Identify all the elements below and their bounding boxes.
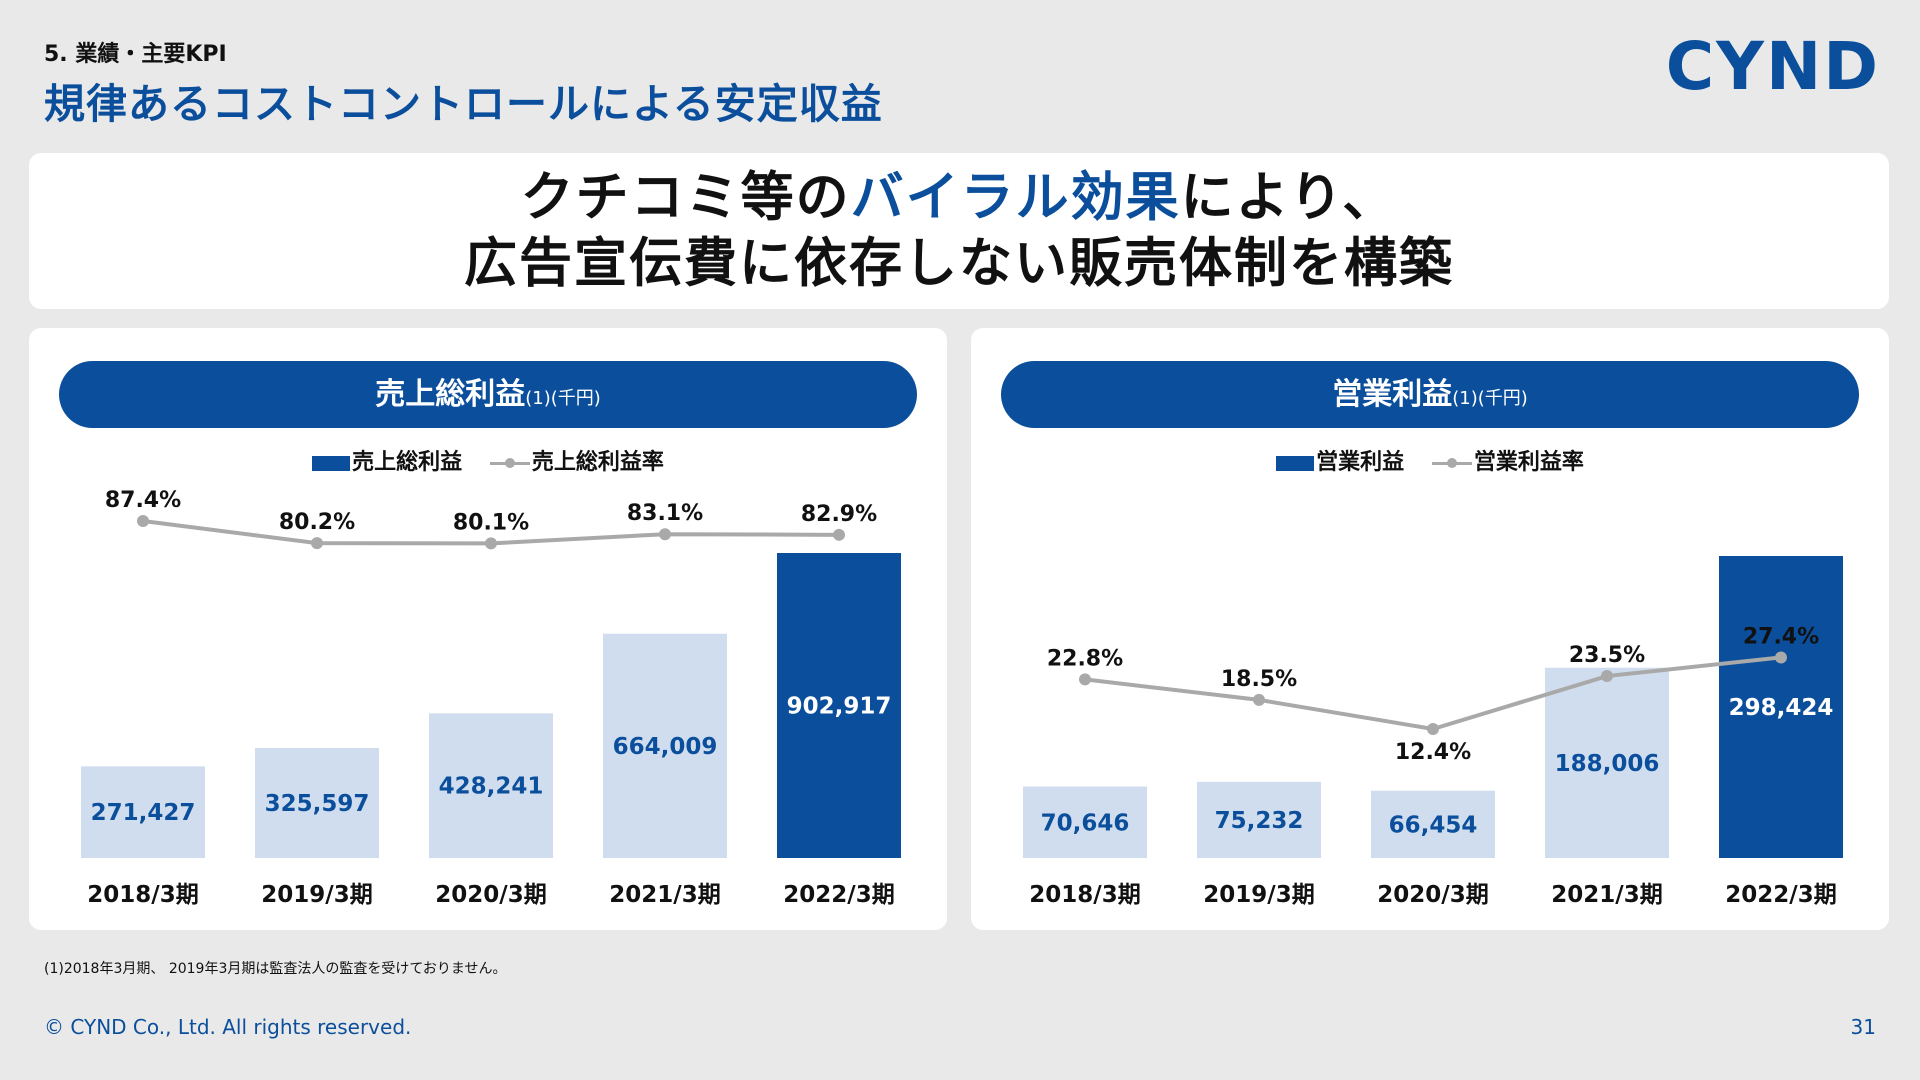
legend-bar-swatch: [312, 455, 351, 471]
page-title: 規律あるコストコントロールによる安定収益: [44, 80, 883, 128]
gross-profit-title-pill: 売上総利益(1)(千円): [59, 361, 917, 428]
legend-line-swatch: [1431, 455, 1472, 471]
legend-bar-label: 売上総利益: [352, 450, 463, 475]
chart-title: 売上総利益: [375, 377, 526, 412]
rate-label: 12.4%: [1395, 740, 1471, 765]
legend-bar-item: 営業利益: [1276, 444, 1404, 476]
headline-line-1: クチコミ等のバイラル効果により、: [29, 165, 1889, 231]
headline-post: により、: [1180, 167, 1398, 228]
bar: [603, 633, 727, 858]
bar: [81, 766, 205, 858]
x-tick-label: 2020/3期: [435, 882, 546, 908]
bar-value-label: 271,427: [91, 800, 196, 826]
legend-bar-label: 営業利益: [1316, 450, 1405, 475]
rate-point: [1775, 651, 1787, 664]
legend-bar-item: 売上総利益: [312, 444, 462, 476]
page-number: 31: [1850, 1015, 1876, 1039]
chart-title: 営業利益: [1332, 377, 1453, 412]
x-tick-label: 2022/3期: [783, 882, 894, 908]
operating-profit-title-pill: 営業利益(1)(千円): [1001, 361, 1859, 428]
bar: [429, 713, 553, 858]
bar-value-label: 70,646: [1041, 810, 1130, 836]
rate-label: 22.8%: [1047, 646, 1123, 671]
bar: [1197, 781, 1321, 858]
chart-legend: 営業利益 営業利益率: [971, 444, 1889, 476]
gross-profit-chart: 271,427 325,597 428,241 664,009 902,917 87.4%…: [81, 488, 901, 908]
x-tick-label: 2019/3期: [261, 882, 372, 908]
rate-point: [1253, 693, 1265, 706]
rate-point: [311, 537, 323, 550]
operating-profit-panel: 営業利益(1)(千円) 営業利益 営業利益率 70,646 75,232 66,45…: [971, 328, 1889, 930]
headline-pre: クチコミ等の: [520, 167, 851, 228]
x-tick-label: 2022/3期: [1725, 882, 1836, 908]
rate-point: [659, 528, 671, 541]
rate-label: 80.2%: [279, 510, 355, 535]
rate-point: [485, 537, 497, 550]
rate-point: [1601, 670, 1613, 683]
rate-point: [137, 515, 149, 527]
rate-label: 80.1%: [453, 510, 529, 535]
x-tick-label: 2021/3期: [1551, 882, 1662, 908]
bar: [1719, 556, 1843, 858]
headline-box: クチコミ等のバイラル効果により、 広告宣伝費に依存しない販売体制を構築: [29, 153, 1889, 309]
bar: [777, 553, 901, 858]
chart-title-note: (1)(千円): [525, 388, 601, 409]
rate-point: [1427, 723, 1439, 735]
x-tick-label: 2021/3期: [609, 882, 720, 908]
legend-line-swatch: [489, 455, 530, 471]
rate-line: [1084, 655, 1782, 732]
copyright: © CYND Co., Ltd. All rights reserved.: [44, 1015, 412, 1039]
headline-line-2: 広告宣伝費に依存しない販売体制を構築: [464, 233, 1454, 294]
bar-value-label: 298,424: [1729, 695, 1834, 721]
bar: [1371, 790, 1495, 858]
chart-legend: 売上総利益 売上総利益率: [29, 444, 947, 476]
bar-value-label: 325,597: [265, 791, 370, 817]
rate-label: 87.4%: [105, 488, 181, 513]
footnote: (1)2018年3月期、 2019年3月期は監査法人の監査を受けておりません。: [44, 961, 507, 977]
legend-line-item: 営業利益率: [1431, 444, 1584, 476]
operating-profit-chart: 70,646 75,232 66,454 188,006 298,424 22.8% 18.…: [1023, 556, 1843, 908]
x-tick-label: 2018/3期: [1029, 882, 1140, 908]
legend-line-label: 営業利益率: [1473, 450, 1584, 475]
bar-value-label: 66,454: [1389, 812, 1478, 838]
section-label: 5. 業績・主要KPI: [44, 42, 227, 67]
rate-label: 18.5%: [1221, 667, 1297, 692]
bar-value-label: 902,917: [787, 694, 892, 720]
rate-point: [1079, 673, 1091, 686]
headline-highlight: バイラル効果: [850, 167, 1181, 228]
rate-label: 82.9%: [801, 502, 877, 527]
bar-value-label: 664,009: [613, 734, 718, 760]
bar: [1545, 667, 1669, 858]
cynd-logo: CYND: [1665, 28, 1880, 105]
rate-point: [833, 528, 845, 541]
x-tick-label: 2018/3期: [87, 882, 198, 908]
rate-label: 27.4%: [1743, 624, 1819, 649]
bar: [1023, 786, 1147, 858]
legend-line-item: 売上総利益率: [489, 444, 664, 476]
bar: [255, 748, 379, 858]
rate-label: 83.1%: [627, 501, 703, 526]
legend-line-label: 売上総利益率: [531, 450, 664, 475]
x-tick-label: 2019/3期: [1203, 882, 1314, 908]
chart-title-note: (1)(千円): [1452, 388, 1528, 409]
bar-value-label: 428,241: [439, 774, 544, 800]
bar-value-label: 75,232: [1215, 808, 1304, 834]
legend-bar-swatch: [1276, 455, 1315, 471]
bar-value-label: 188,006: [1555, 751, 1660, 777]
x-tick-label: 2020/3期: [1377, 882, 1488, 908]
gross-profit-panel: 売上総利益(1)(千円) 売上総利益 売上総利益率 271,427 325,597…: [29, 328, 947, 930]
rate-label: 23.5%: [1569, 643, 1645, 668]
